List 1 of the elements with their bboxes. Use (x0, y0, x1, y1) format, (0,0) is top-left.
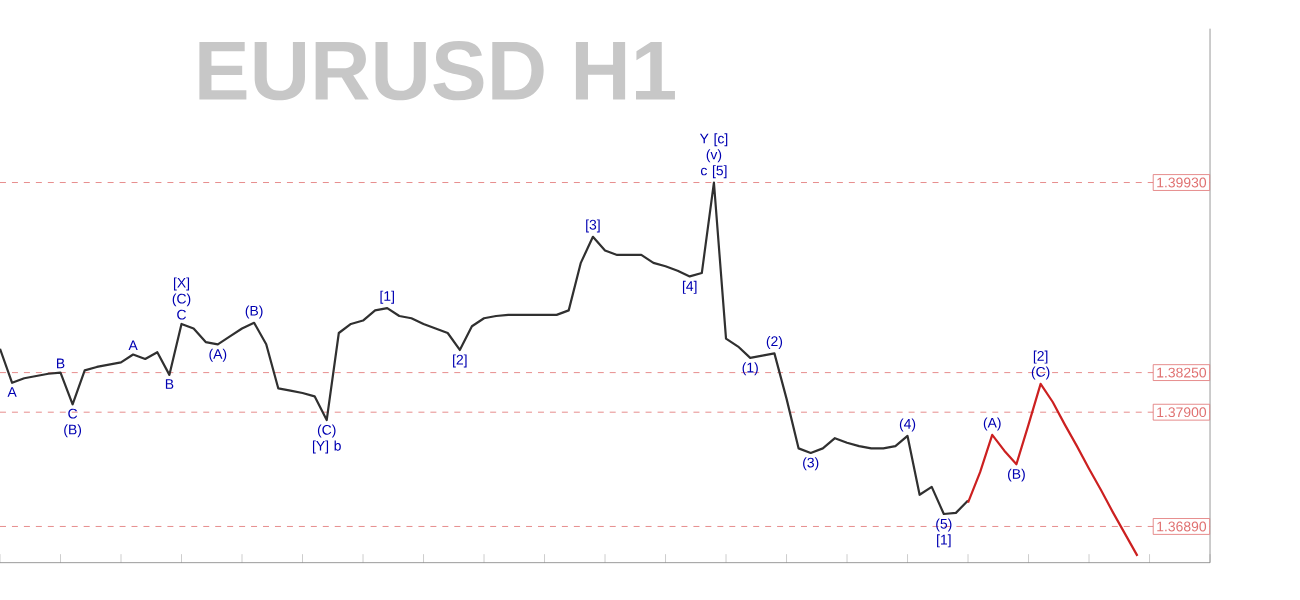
chart-title: EURUSD H1 (199, 41, 675, 101)
